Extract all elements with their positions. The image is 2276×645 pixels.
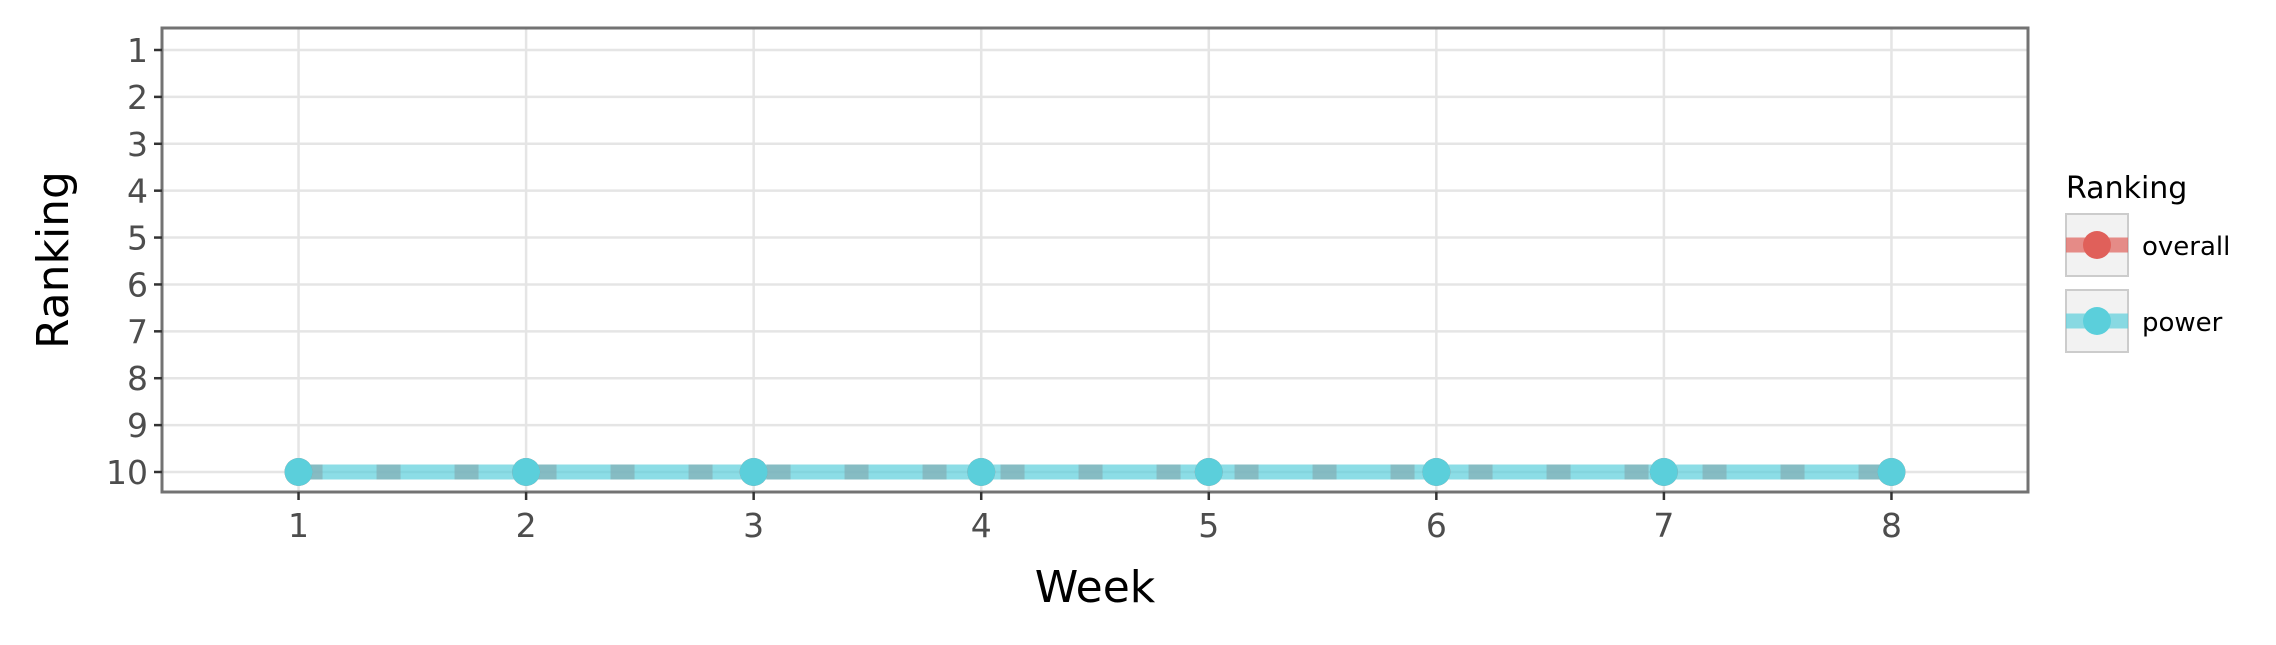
y-tick-label: 5 (127, 219, 148, 258)
x-tick-label: 6 (1426, 506, 1447, 545)
legend-title: Ranking (2066, 171, 2187, 206)
legend-point-overall (2083, 231, 2111, 259)
legend-point-power (2083, 307, 2111, 335)
legend-label-power: power (2142, 308, 2223, 338)
grid-lines (162, 28, 2028, 492)
axis-ticks: 1 2 3 4 5 6 7 8 9 10 1 2 3 4 5 6 7 8 (106, 31, 1902, 545)
data-point-power (1649, 458, 1678, 486)
y-tick-label: 3 (127, 125, 148, 164)
data-point-power (1422, 458, 1451, 486)
data-point-power (1877, 458, 1906, 486)
data-point-power (284, 458, 313, 486)
y-tick-label: 6 (127, 265, 148, 304)
y-axis-title: Ranking (28, 171, 79, 349)
y-tick-label: 4 (127, 172, 148, 211)
y-tick-label: 8 (127, 359, 148, 398)
series-points (284, 458, 1906, 486)
data-point-power (967, 458, 996, 486)
x-tick-label: 2 (516, 506, 537, 545)
data-point-power (1194, 458, 1223, 486)
x-tick-label: 8 (1881, 506, 1902, 545)
y-tick-label: 9 (127, 406, 148, 445)
data-point-power (739, 458, 768, 486)
y-tick-label: 7 (127, 312, 148, 351)
x-tick-label: 1 (288, 506, 309, 545)
x-tick-label: 7 (1653, 506, 1674, 545)
x-axis-title: Week (1035, 562, 1156, 613)
data-point-power (512, 458, 541, 486)
legend-label-overall: overall (2142, 232, 2230, 262)
plot-panel-border (160, 26, 2030, 494)
legend: Ranking overall power (2065, 171, 2230, 353)
y-tick-label: 10 (106, 453, 148, 492)
x-tick-label: 3 (743, 506, 764, 545)
y-tick-label: 1 (127, 31, 148, 70)
x-tick-label: 4 (971, 506, 992, 545)
x-tick-label: 5 (1198, 506, 1219, 545)
y-tick-label: 2 (127, 78, 148, 117)
